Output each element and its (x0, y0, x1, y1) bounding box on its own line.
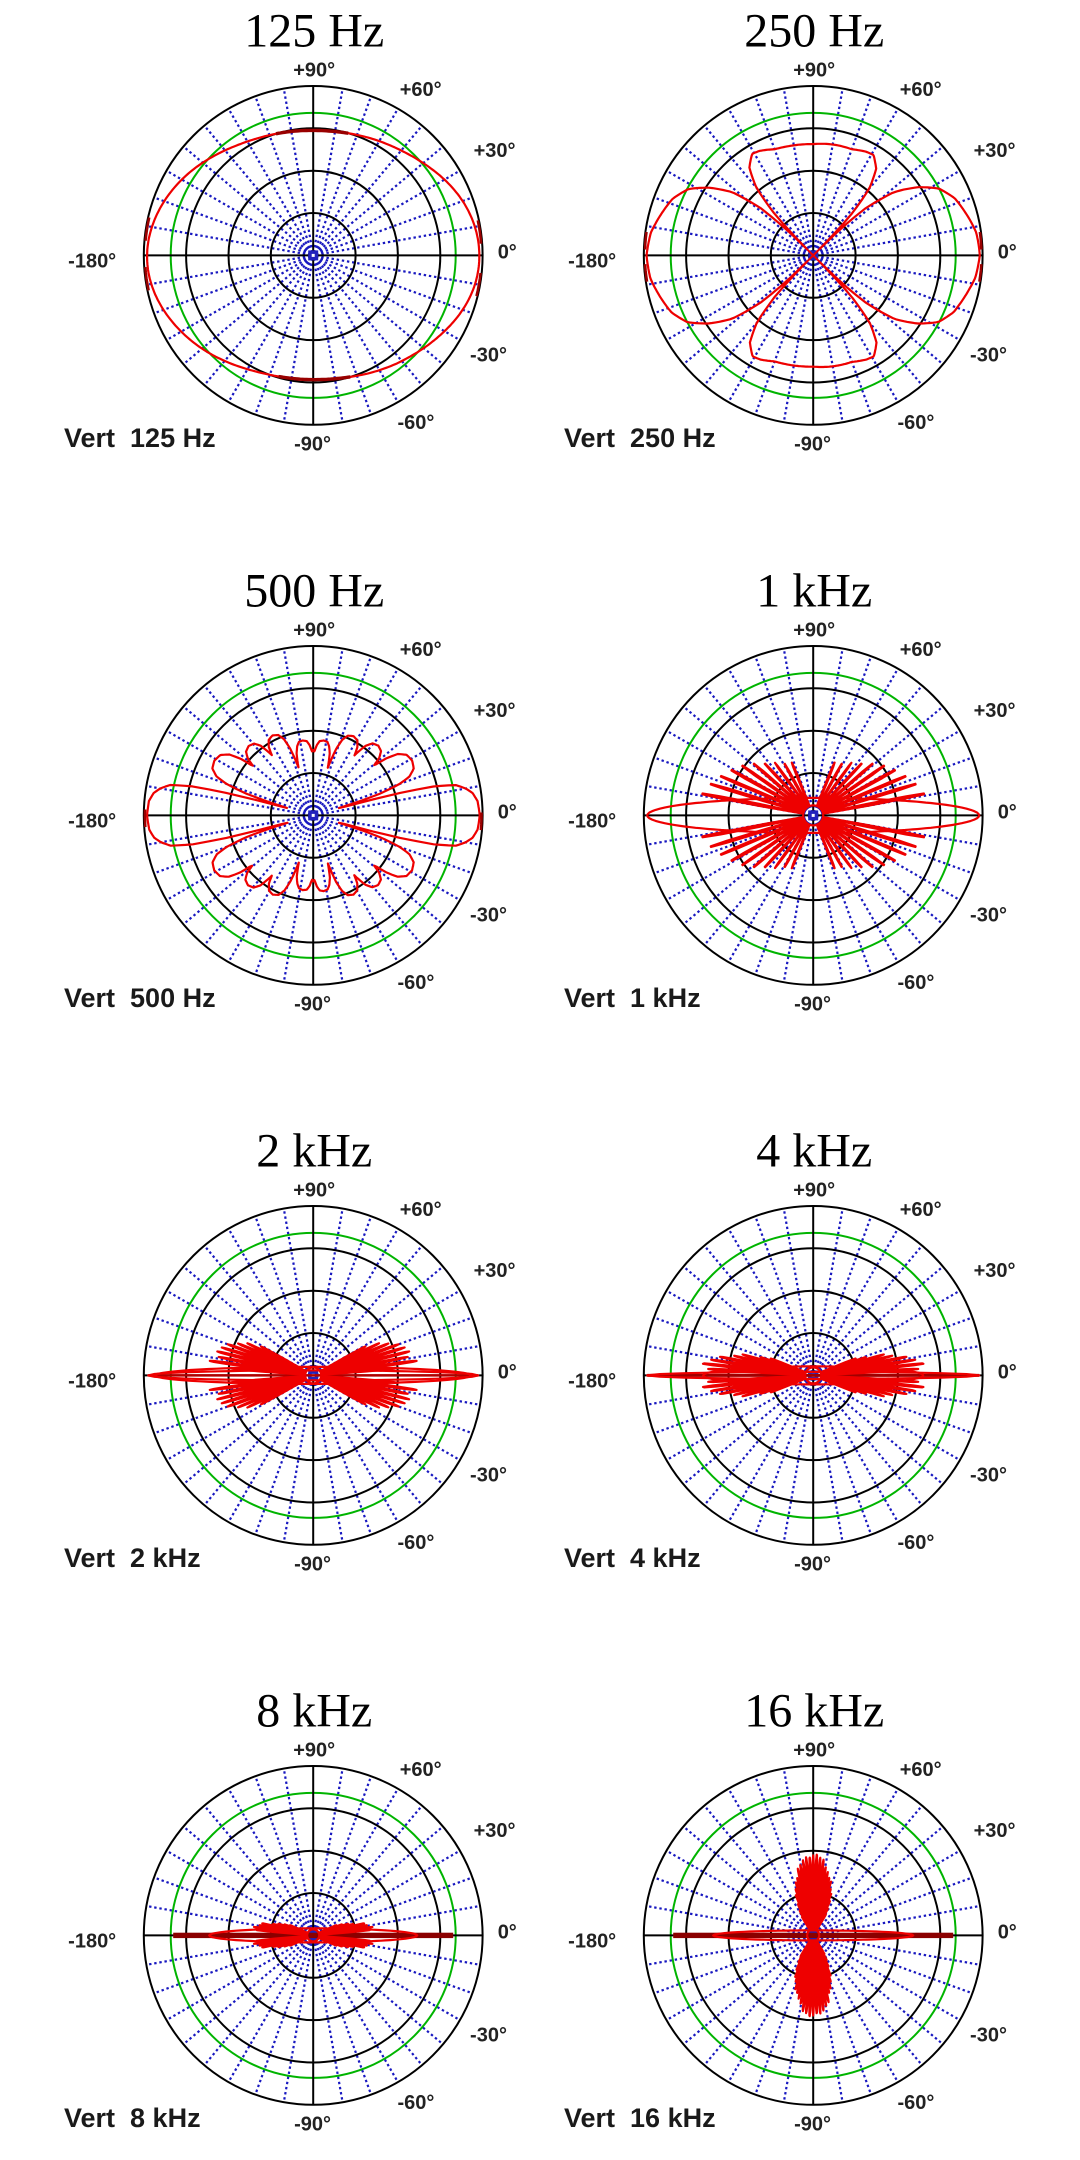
svg-text:1 kHz: 1 kHz (756, 565, 872, 618)
svg-text:+60°: +60° (900, 639, 942, 661)
svg-text:+60°: +60° (900, 1199, 942, 1221)
svg-text:+90°: +90° (293, 1739, 335, 1761)
svg-text:+30°: +30° (974, 1820, 1016, 1842)
svg-text:Vert 500 Hz: Vert 500 Hz (64, 983, 216, 1013)
svg-text:-180°: -180° (68, 811, 116, 833)
svg-text:250 Hz: 250 Hz (744, 5, 884, 58)
svg-text:4 kHz: 4 kHz (756, 1125, 872, 1178)
svg-text:0°: 0° (498, 1361, 517, 1383)
svg-text:0°: 0° (998, 1921, 1017, 1943)
svg-text:-180°: -180° (68, 1371, 116, 1393)
svg-text:+30°: +30° (474, 140, 516, 162)
svg-text:-180°: -180° (68, 1931, 116, 1953)
svg-text:Vert 250 Hz: Vert 250 Hz (564, 423, 716, 453)
svg-text:+30°: +30° (474, 1260, 516, 1282)
svg-text:500 Hz: 500 Hz (244, 565, 384, 618)
svg-text:-30°: -30° (470, 1465, 507, 1487)
svg-text:+60°: +60° (400, 79, 442, 101)
svg-text:-90°: -90° (794, 433, 831, 455)
svg-text:+90°: +90° (293, 619, 335, 641)
svg-text:Vert 125 Hz: Vert 125 Hz (64, 423, 216, 453)
svg-text:Vert 8 kHz: Vert 8 kHz (64, 2103, 201, 2133)
svg-text:+90°: +90° (293, 1179, 335, 1201)
svg-text:+90°: +90° (793, 59, 835, 81)
svg-text:-90°: -90° (294, 1553, 331, 1575)
svg-text:8 kHz: 8 kHz (256, 1685, 372, 1738)
svg-text:Vert 2 kHz: Vert 2 kHz (64, 1543, 201, 1573)
svg-text:-180°: -180° (68, 251, 116, 273)
svg-text:-30°: -30° (970, 1465, 1007, 1487)
svg-text:16 kHz: 16 kHz (744, 1685, 884, 1738)
svg-text:+30°: +30° (974, 1260, 1016, 1282)
svg-text:-30°: -30° (470, 905, 507, 927)
svg-text:0°: 0° (498, 1921, 517, 1943)
svg-text:+90°: +90° (293, 59, 335, 81)
svg-text:-180°: -180° (568, 1371, 616, 1393)
svg-text:-90°: -90° (294, 433, 331, 455)
svg-text:+60°: +60° (900, 79, 942, 101)
svg-text:125 Hz: 125 Hz (244, 5, 384, 58)
svg-text:-90°: -90° (294, 2113, 331, 2135)
svg-text:+60°: +60° (400, 1759, 442, 1781)
svg-text:0°: 0° (998, 1361, 1017, 1383)
svg-text:+30°: +30° (474, 700, 516, 722)
svg-text:-30°: -30° (970, 2025, 1007, 2047)
svg-text:-60°: -60° (897, 972, 934, 994)
svg-text:-90°: -90° (794, 2113, 831, 2135)
svg-text:0°: 0° (498, 801, 517, 823)
svg-text:+90°: +90° (793, 1739, 835, 1761)
svg-text:-60°: -60° (397, 2092, 434, 2114)
svg-text:Vert 16 kHz: Vert 16 kHz (564, 2103, 716, 2133)
svg-text:-60°: -60° (397, 972, 434, 994)
svg-text:0°: 0° (498, 241, 517, 263)
svg-text:-180°: -180° (568, 1931, 616, 1953)
svg-text:+30°: +30° (474, 1820, 516, 1842)
svg-text:+60°: +60° (400, 1199, 442, 1221)
svg-text:-180°: -180° (568, 811, 616, 833)
svg-text:+60°: +60° (900, 1759, 942, 1781)
svg-text:Vert 1 kHz: Vert 1 kHz (564, 983, 701, 1013)
svg-text:+90°: +90° (793, 1179, 835, 1201)
svg-text:-60°: -60° (897, 412, 934, 434)
svg-text:-60°: -60° (397, 1532, 434, 1554)
svg-text:-30°: -30° (970, 345, 1007, 367)
svg-text:+60°: +60° (400, 639, 442, 661)
svg-text:Vert 4 kHz: Vert 4 kHz (564, 1543, 701, 1573)
svg-text:0°: 0° (998, 801, 1017, 823)
svg-text:-90°: -90° (794, 1553, 831, 1575)
svg-text:-60°: -60° (897, 1532, 934, 1554)
svg-text:-30°: -30° (470, 2025, 507, 2047)
svg-text:-90°: -90° (794, 993, 831, 1015)
svg-text:2 kHz: 2 kHz (256, 1125, 372, 1178)
svg-text:-90°: -90° (294, 993, 331, 1015)
svg-text:+30°: +30° (974, 700, 1016, 722)
svg-text:0°: 0° (998, 241, 1017, 263)
svg-text:+90°: +90° (793, 619, 835, 641)
svg-text:-60°: -60° (397, 412, 434, 434)
svg-text:-30°: -30° (970, 905, 1007, 927)
svg-text:-60°: -60° (897, 2092, 934, 2114)
svg-text:-180°: -180° (568, 251, 616, 273)
svg-text:-30°: -30° (470, 345, 507, 367)
svg-text:+30°: +30° (974, 140, 1016, 162)
